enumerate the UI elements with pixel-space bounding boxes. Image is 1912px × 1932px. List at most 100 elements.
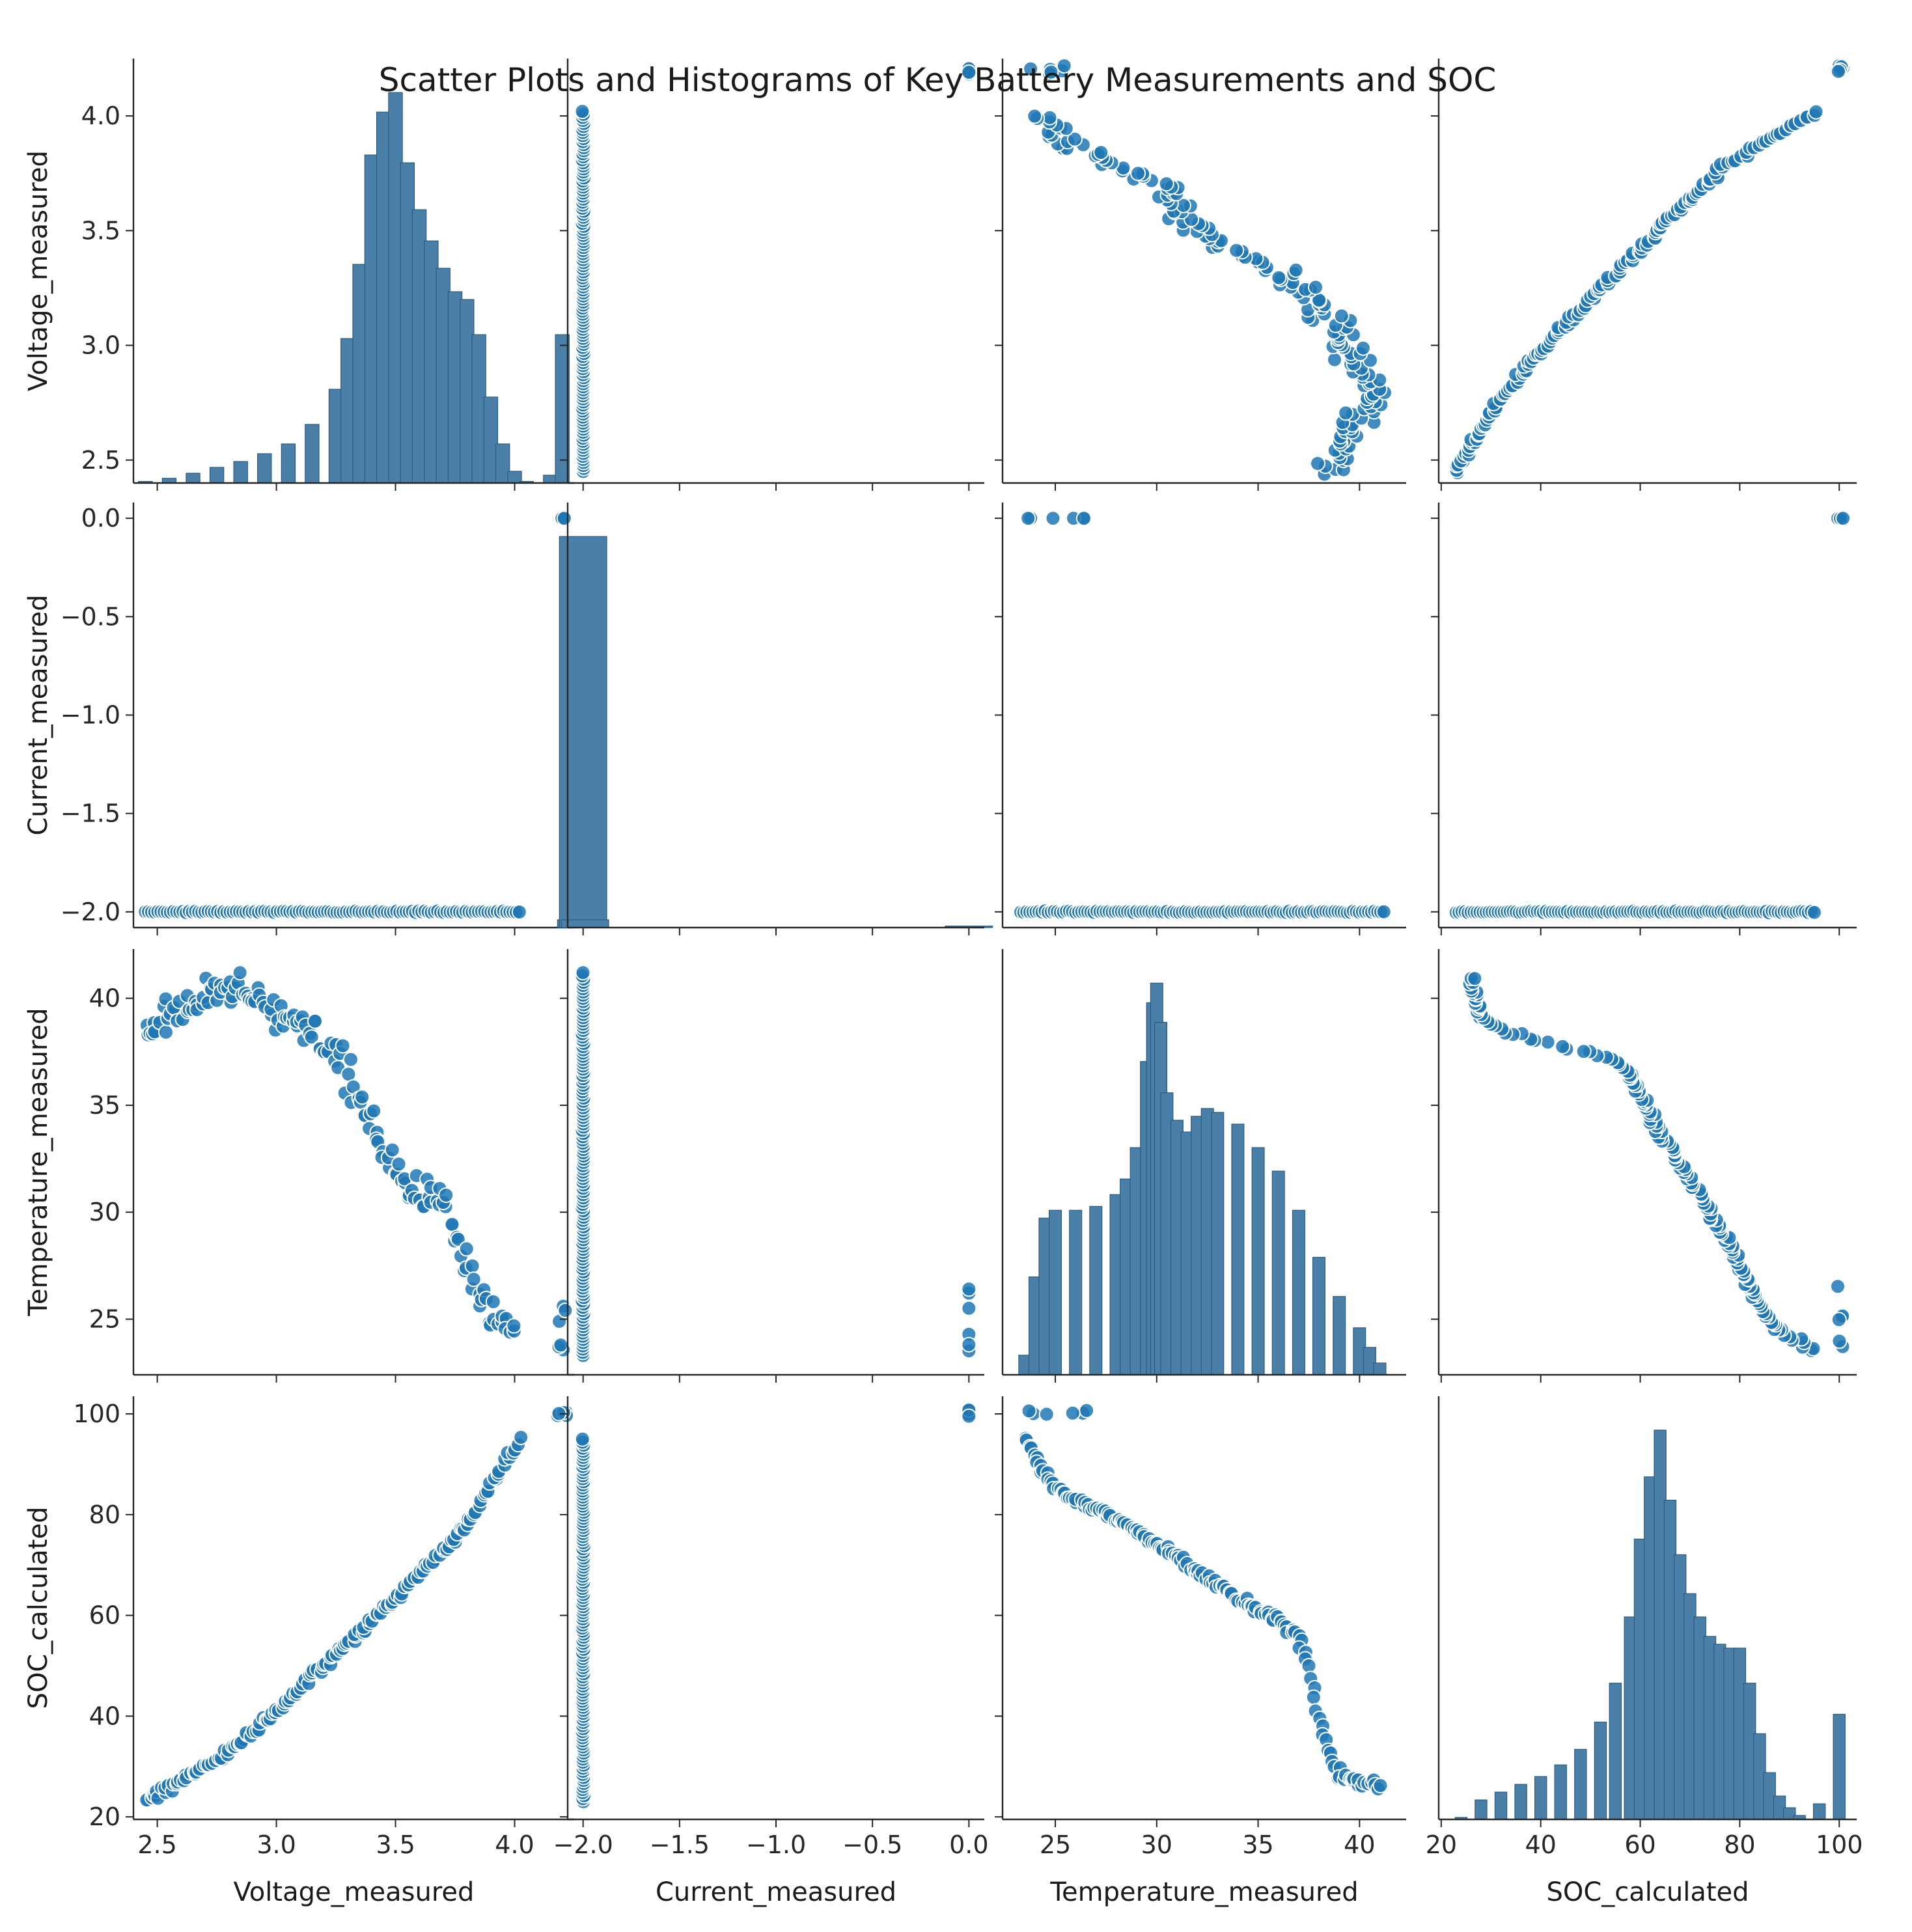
x-axis-label: SOC_calculated [1546,1877,1749,1907]
histogram-bar [1554,1764,1567,1820]
scatter-point [1067,131,1083,147]
scatter-point [1555,1038,1571,1055]
scatter-point [1308,279,1323,296]
scatter-point [553,1337,569,1353]
panel-voltage-measured-vs-temperature-measured [995,58,1406,491]
panel-soc-calculated-vs-current-measured: −2.0 −1.5 −1.0 −0.5 0.0 Current_measured [553,1396,989,1907]
scatter-point [506,1318,522,1334]
y-axis-label: Temperature_measured [23,1008,53,1316]
x-axis-label: Temperature_measured [1049,1877,1358,1907]
histogram-bar [1475,1799,1488,1820]
histogram-bar [233,461,248,484]
scatter-point [438,1187,454,1203]
scatter-point [303,1029,320,1045]
scatter-point [1807,904,1822,920]
scatter-point [1808,104,1824,120]
x-axis-label: Voltage_measured [234,1877,475,1907]
scatter-point [1027,108,1043,124]
scatter-point [961,1300,977,1316]
x-tick-label: 3.0 [256,1830,296,1859]
panel-temperature-measured-vs-voltage-measured: 25 30 35 40 Temperature_measured [23,949,574,1383]
x-tick-label: 60 [1624,1830,1656,1859]
y-tick-label: 3.0 [81,331,120,360]
panel-current-measured-vs-voltage-measured: −2.0 −1.5 −1.0 −0.5 0.0 Current_measured [23,503,574,935]
scatter-point [1831,1333,1848,1349]
scatter-point [1045,510,1061,527]
scatter-point [1372,1778,1389,1793]
histogram-bar [1069,1209,1083,1375]
y-tick-label: 40 [89,1702,120,1730]
scatter-point [342,1051,359,1068]
x-tick-label: 4.0 [495,1830,534,1859]
scatter-point [335,1038,351,1054]
scatter-point [1021,1403,1037,1419]
scatter-point [485,1293,501,1310]
histogram-bar [1609,1683,1622,1820]
y-tick-label: 25 [89,1305,120,1334]
x-tick-label: 80 [1724,1830,1755,1859]
histogram-bar [1231,1124,1245,1375]
y-tick-label: 4.0 [81,102,120,130]
scatter-point [366,1103,382,1119]
x-tick-label: −0.5 [842,1830,902,1859]
x-tick-label: −2.0 [553,1830,613,1859]
histogram-bar [1089,1206,1103,1375]
scatter-point [232,965,248,981]
scatter-point [1355,340,1371,356]
panel-current-measured-vs-soc-calculated [1431,503,1857,935]
histogram-bar [257,453,272,484]
scatter-point [1575,1043,1592,1060]
histogram-bar [1048,1209,1062,1375]
scatter-point [458,1241,475,1257]
scatter-point [1079,1402,1095,1418]
histogram-bar [305,424,320,484]
scatter-point [1305,1689,1322,1705]
scatter-point [1056,58,1072,74]
scatter-point [1835,510,1851,527]
histogram-bar [1574,1748,1587,1820]
scatter-point [354,1089,370,1105]
y-tick-label: −1.0 [61,701,120,730]
x-tick-label: 40 [1525,1830,1556,1859]
y-tick-label: 0.0 [81,504,120,532]
y-tick-label: 35 [89,1091,120,1120]
scatter-point [1830,1278,1846,1295]
y-axis-label: Current_measured [23,594,53,835]
y-tick-label: 20 [89,1802,120,1831]
scatter-point [1830,63,1846,79]
histogram-bar [1271,1170,1285,1375]
scatter-point [1093,145,1109,161]
x-tick-label: 35 [1242,1830,1273,1859]
y-axis-label: SOC_calculated [23,1506,53,1709]
scatter-point [1338,405,1354,421]
histogram-bar [209,467,225,484]
histogram-bar [1494,1791,1508,1820]
scatter-point [961,1281,977,1297]
y-tick-label: −2.0 [61,898,120,926]
scatter-point [1064,1405,1081,1421]
panel-current-measured-vs-current-measured [557,503,993,935]
y-tick-label: 100 [73,1400,120,1428]
histogram-bar [1373,1362,1387,1375]
scatter-point [1023,61,1039,77]
histogram-bar [1292,1209,1305,1375]
y-tick-label: 2.5 [81,446,120,475]
panel-soc-calculated-vs-temperature-measured: 25 30 35 40 Temperature_measured [995,1396,1406,1907]
y-tick-label: −1.5 [61,799,120,828]
scatter-point [465,1271,482,1288]
histogram-bar [186,473,201,484]
scatter-point [574,104,590,120]
x-tick-label: −1.5 [650,1830,710,1859]
chart-title: Scatter Plots and Histograms of Key Batt… [379,61,1497,99]
panel-voltage-measured-vs-current-measured [560,59,984,491]
scatter-point [464,1258,480,1274]
histogram-bar [1514,1784,1527,1820]
x-axis-label: Current_measured [656,1877,896,1907]
x-tick-label: 3.5 [376,1830,415,1859]
scatter-point [1158,176,1174,192]
scatter-point [158,1024,174,1040]
scatter-point [511,904,527,920]
scatter-point [1327,352,1342,368]
histogram-bar [561,919,609,928]
